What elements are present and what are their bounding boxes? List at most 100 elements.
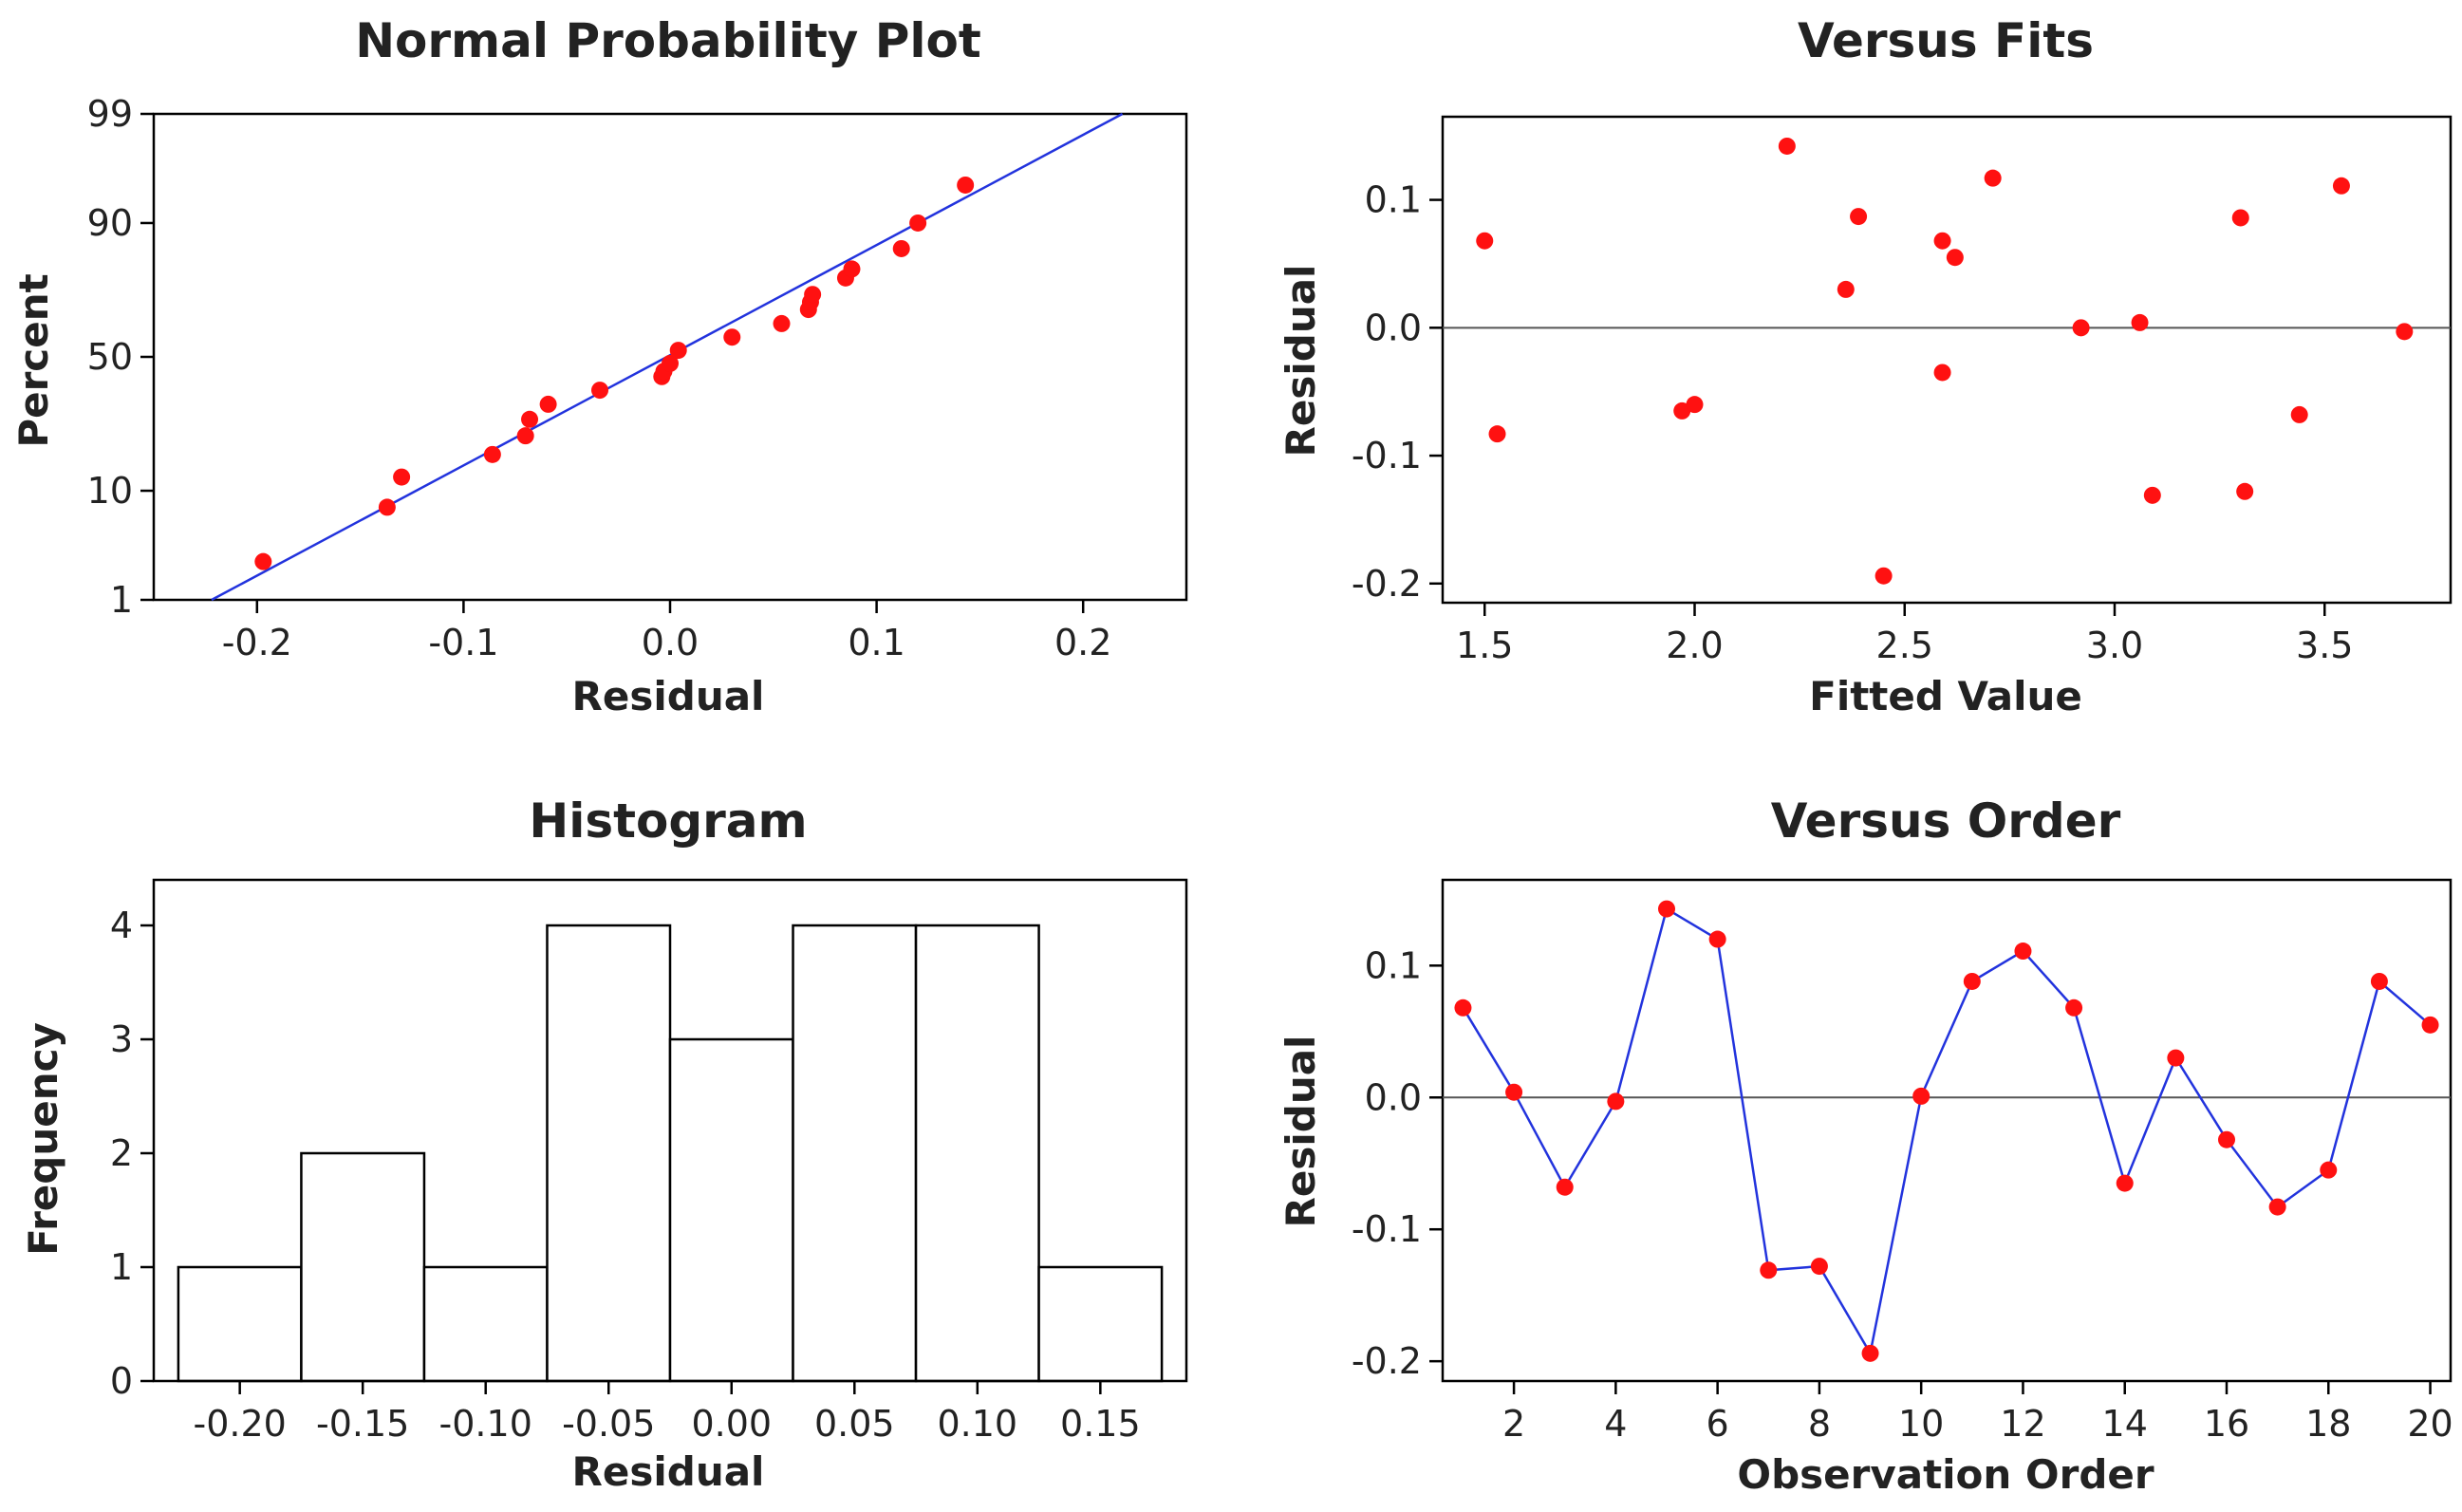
data-point bbox=[2231, 209, 2249, 227]
data-point bbox=[1984, 169, 2002, 187]
data-point bbox=[2421, 1016, 2439, 1034]
data-point bbox=[1607, 1092, 1625, 1111]
histogram-bar bbox=[422, 1265, 549, 1383]
data-point bbox=[1778, 137, 1796, 155]
x-axis-label: Fitted Value bbox=[1809, 673, 2082, 719]
y-tick-label: 0.0 bbox=[1365, 307, 1422, 348]
data-point bbox=[2290, 405, 2308, 423]
x-tick-label: 0.15 bbox=[1060, 1403, 1141, 1445]
data-point bbox=[2167, 1049, 2185, 1067]
data-point bbox=[892, 239, 910, 257]
histogram-panel: Histogram Residual Frequency -0.20 -0.15-… bbox=[20, 793, 1188, 1495]
data-point bbox=[843, 260, 861, 278]
data-point bbox=[521, 410, 539, 428]
data-point bbox=[516, 427, 534, 445]
x-tick-label: 0.1 bbox=[848, 622, 905, 663]
y-tick-label: 1 bbox=[110, 1246, 133, 1288]
y-tick-label: 0 bbox=[110, 1360, 133, 1402]
x-tick-label: 16 bbox=[2204, 1403, 2249, 1445]
x-tick-label: 2.0 bbox=[1666, 625, 1723, 666]
data-point bbox=[2218, 1130, 2235, 1148]
chart-title: Histogram bbox=[529, 793, 807, 849]
data-point bbox=[2332, 177, 2350, 195]
data-point bbox=[1874, 567, 1893, 585]
x-tick-label: 14 bbox=[2102, 1403, 2148, 1445]
data-point bbox=[2268, 1198, 2286, 1216]
data-point bbox=[909, 214, 927, 232]
data-point bbox=[2396, 323, 2414, 341]
data-point bbox=[254, 552, 272, 570]
normal-probability-plot-panel: Normal Probability Plot Residual Percent… bbox=[10, 13, 1188, 719]
x-tick-label: -0.10 bbox=[439, 1403, 532, 1445]
data-point bbox=[1861, 1344, 1879, 1362]
histogram-bar bbox=[177, 1265, 303, 1383]
data-point bbox=[1505, 1083, 1523, 1101]
data-point bbox=[669, 342, 687, 360]
versus-order-panel: Versus Order Observation Order Residual … bbox=[1278, 793, 2453, 1498]
chart-title: Versus Order bbox=[1771, 793, 2121, 849]
histogram-bar bbox=[914, 924, 1040, 1383]
data-point bbox=[1673, 401, 1691, 420]
plot-frame bbox=[1441, 878, 2453, 1383]
y-tick-label: 1 bbox=[110, 579, 133, 621]
data-point bbox=[378, 498, 396, 516]
data-point bbox=[1933, 232, 1951, 250]
x-tick-label: 6 bbox=[1707, 1403, 1729, 1445]
x-tick-label: 4 bbox=[1604, 1403, 1627, 1445]
x-tick-label: 8 bbox=[1808, 1403, 1831, 1445]
histogram-bar bbox=[1037, 1265, 1164, 1383]
data-point bbox=[1686, 396, 1704, 414]
plot-frame bbox=[1441, 115, 2453, 605]
y-tick-label: -0.2 bbox=[1352, 1340, 1422, 1382]
x-axis-label: Residual bbox=[572, 1448, 765, 1495]
data-point bbox=[2370, 972, 2388, 990]
data-point bbox=[1708, 930, 1726, 948]
x-tick-label: 0.10 bbox=[938, 1403, 1018, 1445]
y-tick-label: 99 bbox=[87, 93, 133, 135]
data-point bbox=[2072, 319, 2090, 337]
y-tick-label: 0.1 bbox=[1365, 944, 1422, 986]
versus-fits-panel: Versus Fits Fitted Value Residual 1.5 2.0… bbox=[1278, 13, 2453, 719]
data-point bbox=[2014, 943, 2032, 961]
x-tick-label: 20 bbox=[2407, 1403, 2453, 1445]
y-tick-label: 10 bbox=[87, 470, 133, 512]
x-tick-label: -0.1 bbox=[428, 622, 498, 663]
x-tick-label: -0.2 bbox=[222, 622, 292, 663]
y-tick-label: 0.1 bbox=[1365, 179, 1422, 221]
data-point bbox=[2236, 482, 2254, 500]
data-point bbox=[2065, 999, 2083, 1017]
y-axis-label: Frequency bbox=[20, 1022, 66, 1256]
y-axis-label: Residual bbox=[1278, 265, 1324, 457]
y-tick-label: 2 bbox=[110, 1132, 133, 1174]
y-tick-label: 90 bbox=[87, 202, 133, 244]
chart-title: Versus Fits bbox=[1798, 13, 2094, 68]
data-point bbox=[773, 314, 791, 332]
data-point bbox=[483, 445, 501, 463]
histogram-bar bbox=[792, 924, 918, 1383]
data-point bbox=[2143, 486, 2161, 504]
x-tick-label: 0.0 bbox=[642, 622, 699, 663]
data-point bbox=[1963, 972, 1981, 990]
x-tick-label: 1.5 bbox=[1456, 625, 1513, 666]
data-point bbox=[591, 382, 609, 400]
series-line bbox=[1462, 906, 2432, 1357]
data-point bbox=[1488, 425, 1506, 443]
data-point bbox=[1454, 999, 1472, 1017]
x-tick-label: 0.2 bbox=[1054, 622, 1111, 663]
data-point bbox=[1837, 280, 1855, 298]
y-tick-label: 3 bbox=[110, 1018, 133, 1060]
data-point bbox=[1556, 1178, 1574, 1196]
x-tick-label: 3.5 bbox=[2296, 625, 2353, 666]
data-point bbox=[662, 354, 679, 372]
x-axis-label: Residual bbox=[572, 673, 765, 719]
data-point bbox=[1476, 232, 1494, 250]
x-tick-label: -0.15 bbox=[316, 1403, 409, 1445]
y-tick-label: 4 bbox=[110, 905, 133, 946]
data-point bbox=[1760, 1261, 1778, 1279]
data-point bbox=[2131, 313, 2149, 331]
data-point bbox=[2320, 1161, 2338, 1179]
data-point bbox=[1946, 249, 1964, 267]
chart-title: Normal Probability Plot bbox=[355, 13, 981, 68]
data-point bbox=[1912, 1087, 1930, 1105]
